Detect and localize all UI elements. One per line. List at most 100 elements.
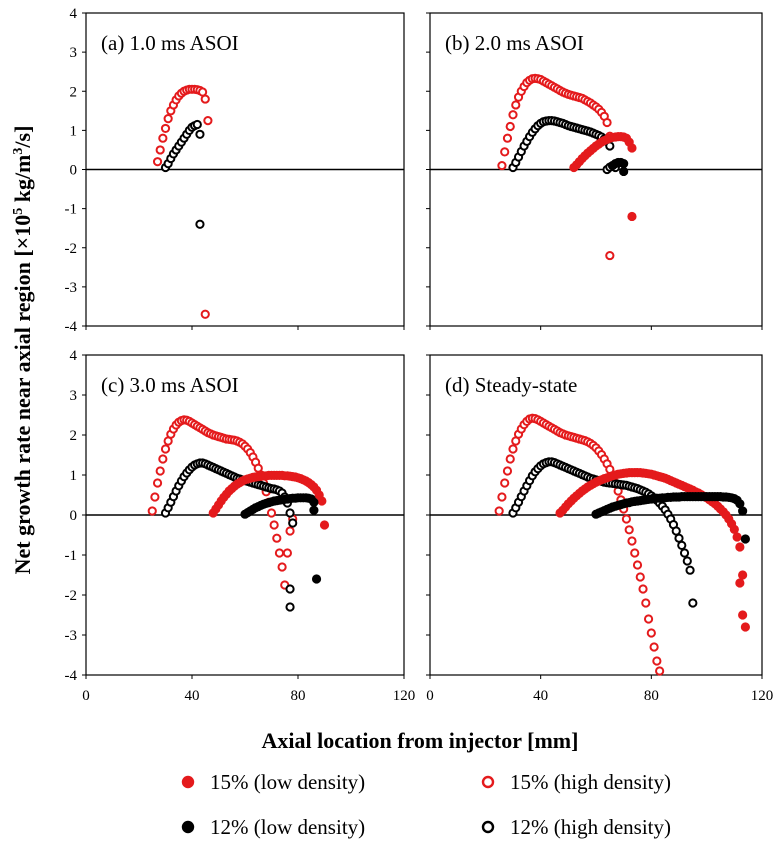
legend-item-4: 12% (high density) [481, 815, 671, 839]
y-tick-label: 2 [70, 84, 78, 100]
15-high-density-point [200, 309, 210, 319]
15-low-density-point [627, 211, 637, 222]
series-12-low [309, 505, 319, 515]
12-low-density-point [619, 166, 629, 177]
12-low-density-point [309, 505, 319, 515]
series-12-low [740, 534, 751, 544]
y-tick-label: 0 [70, 163, 78, 179]
y-tick-label: 3 [70, 45, 78, 61]
y-axis-title: Net growth rate near axial region [×105 … [10, 126, 35, 575]
x-tick-label: 0 [82, 688, 90, 704]
series-12-high [508, 115, 615, 173]
12-high-density-point [195, 219, 205, 229]
series-12-low [591, 492, 748, 519]
chart-panel-2: (b) 2.0 ms ASOI [426, 12, 763, 330]
series-15-high [200, 309, 210, 319]
y-axis-title-sup1: 5 [11, 208, 26, 215]
x-tick-label: 120 [393, 688, 416, 704]
chart-panel-1: -4 -3 -2 -1 0 1 2 3 4 (a) 1.0 ms ASOI [65, 6, 405, 335]
15-high-density-point [627, 536, 637, 546]
panels: -4 -3 -2 -1 0 1 2 3 4 (a) 1.0 ms ASOI (b) 2.0 ms A… [65, 6, 774, 704]
12-low-density-point [619, 159, 629, 169]
12-high-density-point [685, 565, 695, 575]
12-high-density-point [671, 526, 681, 536]
15-high-density-point [508, 444, 518, 454]
15-low-density-point [740, 622, 751, 632]
series-15-high [147, 415, 298, 590]
x-axis-title: Axial location from injector [mm] [262, 728, 579, 753]
legend-label: 15% (low density) [210, 770, 365, 794]
15-high-density-point [505, 454, 515, 464]
series-15-high [152, 84, 213, 167]
12-low-density-point [740, 534, 751, 544]
y-tick-label: -2 [65, 241, 78, 257]
y-axis-title-mid: kg/m [10, 155, 35, 208]
legend-marker [481, 820, 495, 834]
15-high-density-point [646, 628, 656, 638]
legend-label: 15% (high density) [510, 770, 671, 794]
y-axis-title-post: /s] [10, 126, 35, 149]
15-high-density-point [152, 157, 163, 167]
12-high-density-point [192, 119, 202, 130]
15-low-density-point [735, 578, 745, 588]
y-tick-label: 2 [70, 428, 78, 444]
y-axis-title-pre: Net growth rate near axial region [×10 [10, 215, 35, 575]
15-high-density-point [269, 520, 279, 530]
12-high-density-point [688, 598, 698, 608]
15-high-density-point [152, 478, 163, 488]
12-high-density-point [679, 548, 690, 558]
15-high-density-point [511, 100, 521, 110]
series-15-low [569, 132, 634, 173]
series-12-high [285, 584, 295, 594]
12-low-density-point [311, 574, 322, 584]
15-low-density-point [319, 520, 330, 530]
legend-label: 12% (low density) [210, 815, 365, 839]
15-high-density-point [158, 454, 168, 464]
15-high-density-point [624, 525, 634, 535]
15-high-density-point [150, 492, 160, 502]
y-tick-label: -4 [65, 668, 78, 684]
12-high-density-point [674, 533, 684, 543]
15-low-density-point [738, 610, 748, 620]
x-tick-label: 80 [644, 688, 659, 704]
series-12-low [240, 493, 319, 519]
legend-label: 12% (high density) [510, 815, 671, 839]
15-low-density-point [729, 524, 739, 535]
15-high-density-point [497, 160, 507, 171]
x-tick-label: 40 [185, 688, 200, 704]
12-high-density-point [285, 584, 295, 594]
15-high-density-point [277, 562, 287, 572]
y-tick-label: -1 [65, 202, 78, 218]
y-tick-label: 1 [70, 123, 78, 139]
series-12-low [311, 574, 322, 584]
15-high-density-point [158, 133, 168, 143]
y-tick-label: -1 [65, 548, 78, 564]
15-high-density-point [163, 114, 173, 124]
series-15-low [627, 143, 637, 153]
panel-title: (d) Steady-state [445, 373, 577, 397]
legend-item-2: 15% (high density) [481, 770, 671, 794]
y-tick-label: -3 [65, 280, 78, 296]
x-tick-label: 0 [426, 688, 434, 704]
legend-item-1: 15% (low density) [181, 770, 365, 794]
15-high-density-point [638, 584, 648, 594]
15-high-density-point [147, 506, 157, 516]
15-high-density-point [282, 548, 292, 558]
y-tick-label: 0 [70, 508, 78, 524]
12-high-density-point [677, 540, 687, 551]
panel-title: (b) 2.0 ms ASOI [445, 31, 584, 55]
series-15-high [605, 250, 615, 261]
15-high-density-point [272, 533, 282, 543]
series-15-low [319, 520, 330, 530]
legend-marker [181, 820, 195, 834]
15-high-density-point [155, 145, 165, 155]
15-high-density-point [635, 572, 645, 582]
y-tick-label: -4 [65, 319, 78, 335]
series-15-high [494, 413, 665, 676]
chart-panel-4: 0 40 80 120 (d) Steady-state [426, 354, 773, 704]
15-high-density-point [285, 526, 295, 536]
panel-title: (a) 1.0 ms ASOI [101, 31, 239, 55]
15-high-density-point [502, 133, 513, 143]
12-high-density-point [285, 602, 295, 612]
